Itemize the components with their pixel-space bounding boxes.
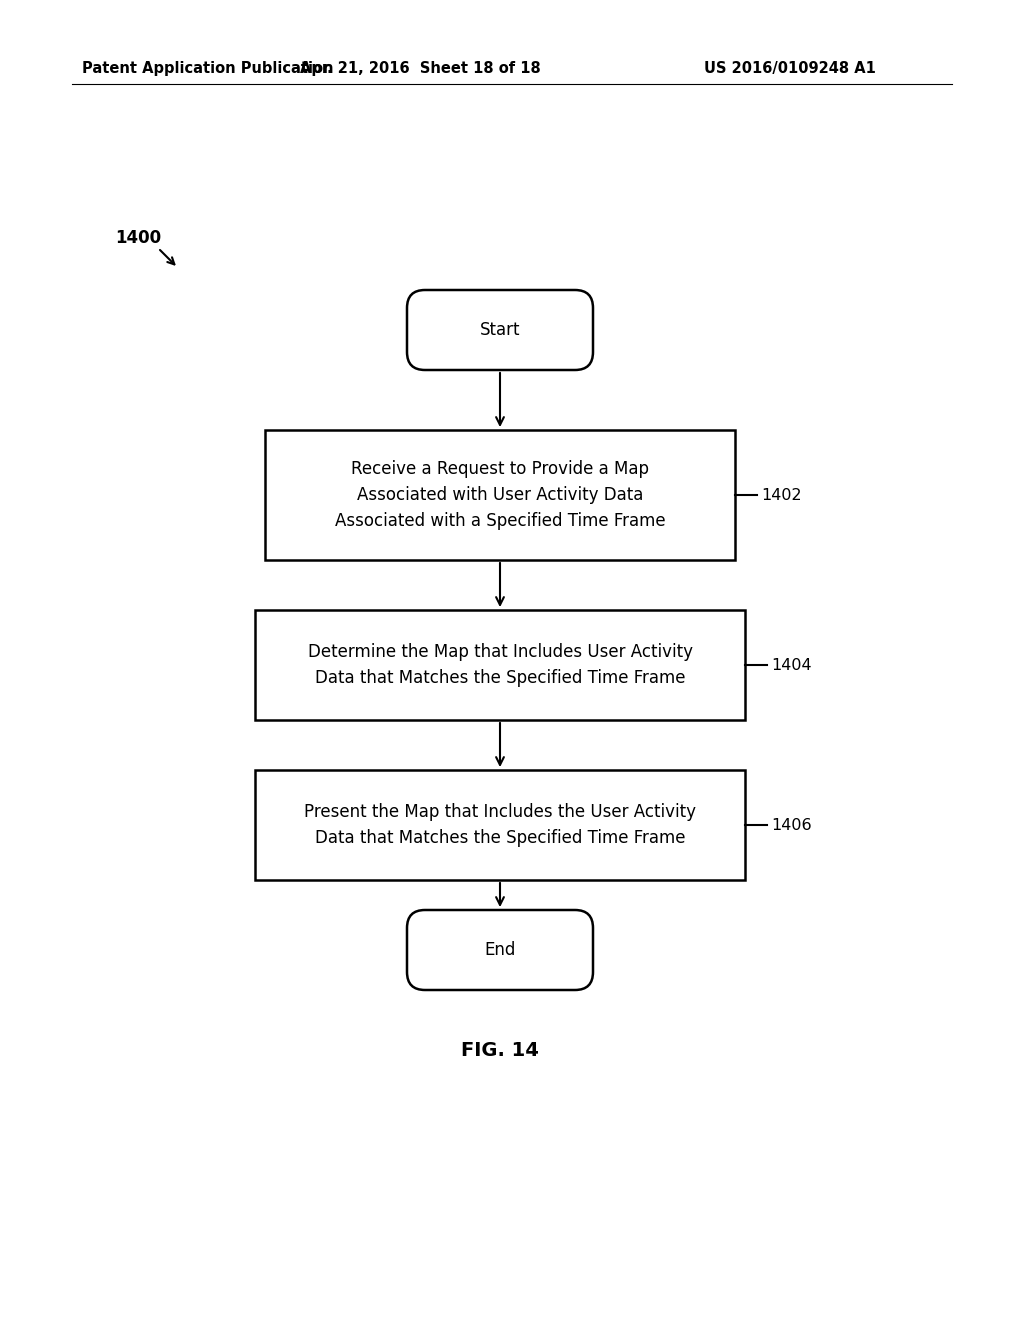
Text: FIG. 14: FIG. 14 (461, 1040, 539, 1060)
Text: Receive a Request to Provide a Map
Associated with User Activity Data
Associated: Receive a Request to Provide a Map Assoc… (335, 459, 666, 531)
Text: 1400: 1400 (115, 228, 161, 247)
Text: 1404: 1404 (771, 657, 812, 672)
FancyBboxPatch shape (255, 610, 745, 719)
Text: End: End (484, 941, 516, 960)
FancyBboxPatch shape (255, 770, 745, 880)
Text: Determine the Map that Includes User Activity
Data that Matches the Specified Ti: Determine the Map that Includes User Act… (307, 643, 692, 688)
Text: 1402: 1402 (761, 487, 802, 503)
Text: 1406: 1406 (771, 817, 812, 833)
Text: Apr. 21, 2016  Sheet 18 of 18: Apr. 21, 2016 Sheet 18 of 18 (300, 61, 541, 75)
FancyBboxPatch shape (265, 430, 735, 560)
FancyBboxPatch shape (407, 290, 593, 370)
Text: Start: Start (480, 321, 520, 339)
Text: US 2016/0109248 A1: US 2016/0109248 A1 (705, 61, 876, 75)
Text: Patent Application Publication: Patent Application Publication (82, 61, 334, 75)
Text: Present the Map that Includes the User Activity
Data that Matches the Specified : Present the Map that Includes the User A… (304, 803, 696, 847)
FancyBboxPatch shape (407, 909, 593, 990)
